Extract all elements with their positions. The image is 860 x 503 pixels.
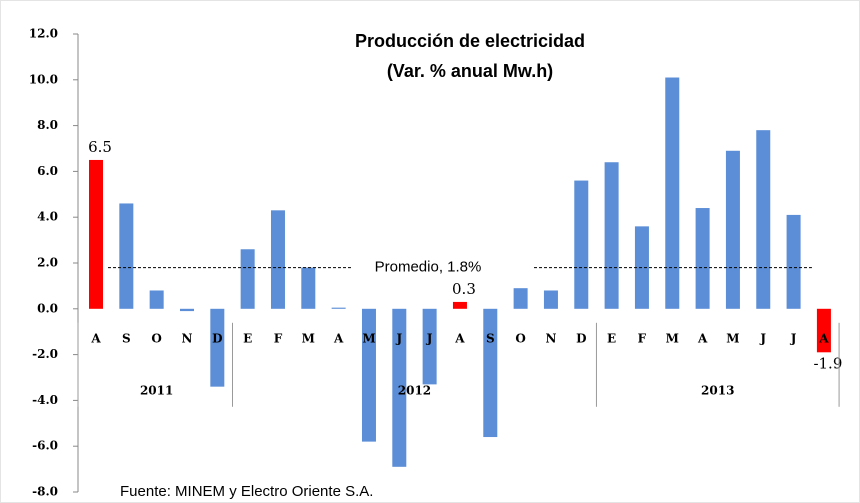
x-tick-label: E <box>243 331 252 345</box>
x-tick-label: S <box>122 331 131 345</box>
x-tick-label: J <box>426 331 433 345</box>
y-tick-label: -2.0 <box>32 347 58 361</box>
bar <box>756 130 771 309</box>
bar <box>301 267 316 309</box>
chart-subtitle: (Var. % anual Mw.h) <box>387 61 553 81</box>
x-tick-label: O <box>515 331 525 345</box>
x-tick-label: S <box>486 331 495 345</box>
bar <box>574 180 589 309</box>
x-tick-label: D <box>576 331 586 345</box>
y-tick-label: 12.0 <box>29 27 58 41</box>
source: Fuente: MINEM y Electro Oriente S.A. <box>120 483 373 500</box>
bar <box>604 162 619 309</box>
x-tick-label: A <box>818 331 829 345</box>
y-tick-label: 10.0 <box>29 72 58 86</box>
bar <box>452 301 467 309</box>
x-tick-label: F <box>274 331 283 345</box>
x-tick-label: J <box>395 331 402 345</box>
x-tick-label: M <box>302 331 315 345</box>
x-tick-label: A <box>697 331 708 345</box>
y-tick-label: -4.0 <box>32 393 58 407</box>
x-tick-label: O <box>151 331 161 345</box>
bar <box>179 308 194 312</box>
y-tick-label: 4.0 <box>37 210 58 224</box>
bar <box>543 290 558 309</box>
y-tick-label: -6.0 <box>32 439 58 453</box>
data-label: 0.3 <box>452 280 476 298</box>
bar <box>89 159 103 309</box>
bar <box>210 308 225 387</box>
bar <box>695 208 710 309</box>
y-tick-label: 8.0 <box>37 118 58 132</box>
bar <box>392 308 407 467</box>
x-tick-label: A <box>333 331 344 345</box>
group-label: 2012 <box>398 383 431 397</box>
y-tick-label: 2.0 <box>37 256 58 270</box>
bar <box>786 214 801 309</box>
x-tick-label: N <box>545 331 556 345</box>
x-tick-label: D <box>212 331 222 345</box>
bar <box>240 249 255 309</box>
y-tick-label: -8.0 <box>32 485 58 499</box>
average-label: Promedio, 1.8% <box>375 259 482 276</box>
x-tick-label: J <box>759 331 766 345</box>
bar <box>270 210 285 309</box>
y-tick-label: 0.0 <box>37 301 58 315</box>
x-tick-label: N <box>182 331 193 345</box>
x-tick-label: A <box>454 331 465 345</box>
x-tick-label: A <box>90 331 101 345</box>
bar <box>422 308 437 385</box>
x-tick-label: M <box>666 331 679 345</box>
group-label: 2011 <box>140 383 173 397</box>
x-tick-label: E <box>607 331 616 345</box>
x-tick-label: F <box>638 331 647 345</box>
bar <box>483 308 498 438</box>
bar <box>361 308 376 442</box>
y-tick-label: 6.0 <box>37 164 58 178</box>
bar <box>665 77 680 309</box>
x-tick-label: M <box>362 331 375 345</box>
bar <box>119 203 134 309</box>
bar <box>816 308 831 353</box>
bar <box>513 288 528 309</box>
bar <box>149 290 164 309</box>
chart-title: Producción de electricidad <box>355 31 585 51</box>
data-label: -1.9 <box>813 354 842 372</box>
data-label: 6.5 <box>88 138 112 156</box>
x-tick-label: J <box>790 331 797 345</box>
bar <box>725 150 740 309</box>
x-tick-label: M <box>726 331 739 345</box>
bar <box>331 307 346 309</box>
group-label: 2013 <box>701 383 734 397</box>
